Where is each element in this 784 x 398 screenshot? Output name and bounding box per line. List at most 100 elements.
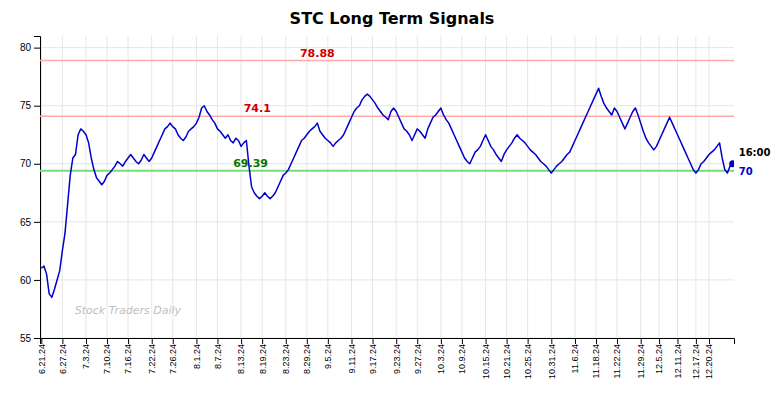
x-tick: 7.22.24 [147, 338, 157, 374]
grid-line-x [677, 36, 678, 338]
x-tick: 8.23.24 [281, 338, 291, 374]
x-tick-label: 7.10.24 [102, 344, 112, 374]
y-axis-line [34, 37, 41, 339]
y-tick-label: 65 [20, 217, 32, 228]
y-tick-mark [34, 106, 40, 107]
x-axis: 6.21.24 6.27.24 7.3.24 7.10.24 7.16.24 7.22.2… [37, 338, 735, 379]
x-tick-label: 9.27.24 [413, 344, 423, 374]
x-tick-mark [107, 338, 108, 344]
x-tick: 8.19.24 [258, 338, 268, 374]
x-tick-label: 8.13.24 [236, 344, 246, 374]
chart-svg: STC Long Term Signals 6.21.24 6.27.24 7.3.2… [0, 0, 784, 398]
grid-line-x [217, 36, 218, 338]
grid-line-x [574, 36, 575, 338]
x-axis-line [41, 339, 735, 345]
x-tick-mark [596, 338, 597, 344]
grid-line-x [506, 36, 507, 338]
plot-area: 6.21.24 6.27.24 7.3.24 7.10.24 7.16.24 7.22.2… [20, 36, 771, 379]
y-tick-mark [34, 338, 40, 339]
reference-label: 78.88 [300, 47, 335, 60]
x-tick-mark [709, 338, 710, 344]
x-tick-label: 10.21.24 [502, 344, 512, 379]
x-tick: 7.16.24 [123, 338, 133, 374]
x-tick-label: 11.22.24 [612, 344, 622, 378]
grid-line-x [262, 36, 263, 338]
x-tick-label: 10.3.24 [436, 344, 446, 374]
end-label: 70 [739, 166, 753, 177]
x-tick-label: 12.5.24 [654, 344, 664, 374]
x-tick: 10.15.24 [481, 338, 491, 379]
y-tick-mark [34, 222, 40, 223]
x-tick-mark [152, 338, 153, 344]
x-tick-label: 9.11.24 [347, 344, 357, 373]
y-tick: 75 [20, 100, 40, 111]
grid-line-x [372, 36, 373, 338]
grid-line-x [107, 36, 108, 338]
y-tick: 80 [20, 42, 40, 53]
x-tick: 9.27.24 [413, 338, 423, 374]
y-tick-label: 75 [20, 100, 32, 111]
x-tick-label: 10.15.24 [481, 344, 491, 379]
x-tick-mark [575, 338, 576, 344]
y-tick: 55 [20, 333, 40, 344]
annotations: 78.8874.169.3916:0070 [233, 47, 770, 177]
x-tick-label: 7.3.24 [81, 344, 91, 369]
x-tick-mark [41, 338, 42, 344]
x-tick-label: 8.1.24 [192, 344, 202, 369]
y-axis: 55 60 65 70 75 80 [20, 37, 41, 344]
x-tick: 11.29.24 [636, 338, 646, 378]
x-tick: 12.5.24 [654, 338, 664, 374]
x-tick-label: 9.5.24 [323, 344, 333, 369]
end-point [729, 160, 734, 167]
reference-line [40, 170, 734, 172]
x-tick: 7.10.24 [102, 338, 112, 374]
x-tick: 8.29.24 [302, 338, 312, 374]
x-tick: 9.11.24 [347, 338, 357, 373]
grid-line-x [172, 36, 173, 338]
x-tick-mark [86, 338, 87, 344]
x-tick: 12.17.24 [691, 338, 701, 379]
x-tick: 6.21.24 [37, 338, 47, 374]
x-tick-label: 7.22.24 [147, 344, 157, 374]
x-tick-mark [196, 338, 197, 344]
series-line [41, 88, 732, 297]
x-tick-mark [617, 338, 618, 344]
y-tick-label: 60 [20, 275, 32, 286]
marks [40, 61, 734, 298]
x-tick-mark [307, 338, 308, 344]
grid-line-x [241, 36, 242, 338]
grid-line-y [40, 163, 734, 164]
x-tick-label: 8.19.24 [258, 344, 268, 374]
x-tick-mark [396, 338, 397, 344]
y-tick-label: 80 [20, 42, 32, 53]
y-tick: 60 [20, 275, 40, 286]
x-tick-mark [486, 338, 487, 344]
grid-line-x [640, 36, 641, 338]
x-tick-label: 7.16.24 [123, 344, 133, 374]
grid-line-y [40, 47, 734, 48]
reference-label: 69.39 [233, 157, 268, 170]
x-tick-label: 8.29.24 [302, 344, 312, 374]
x-tick-label: 9.23.24 [392, 344, 402, 374]
grid-line-y [40, 279, 734, 280]
x-tick-mark [528, 338, 529, 344]
x-tick: 11.18.24 [591, 338, 601, 378]
y-tick-label: 70 [20, 158, 32, 169]
grid-line-x [551, 36, 552, 338]
x-tick-mark [641, 338, 642, 344]
end-note: 16:00 [739, 147, 771, 158]
x-tick-label: 8.7.24 [213, 344, 223, 369]
x-tick-label: 12.11.24 [673, 344, 683, 378]
x-tick-label: 12.20.24 [704, 344, 714, 379]
title: STC Long Term Signals [290, 9, 495, 28]
x-tick-label: 6.27.24 [58, 344, 68, 374]
x-tick-label: 11.6.24 [570, 344, 580, 373]
grid-line-x [151, 36, 152, 338]
x-tick: 8.7.24 [213, 338, 223, 369]
x-tick-mark [373, 338, 374, 344]
x-tick: 10.3.24 [436, 338, 446, 374]
grid-line-x [595, 36, 596, 338]
x-tick: 10.31.24 [547, 338, 557, 379]
grid-line-x [527, 36, 528, 338]
y-tick-label: 55 [20, 333, 32, 344]
